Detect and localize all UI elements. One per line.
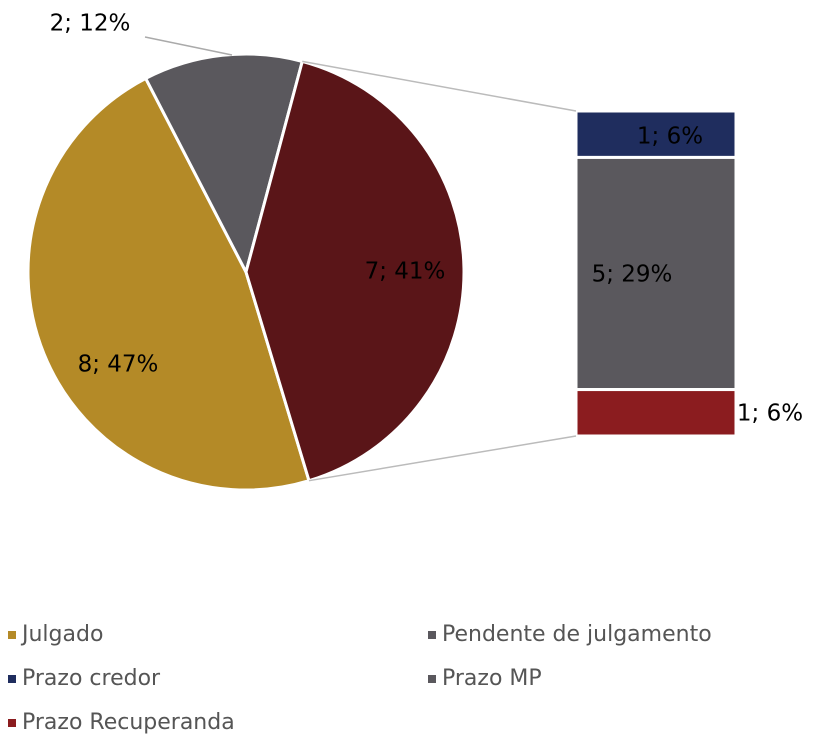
data-label: 1; 6% [737, 401, 803, 427]
legend-marker [428, 675, 436, 683]
legend-marker [8, 675, 16, 683]
legend-label: Prazo credor [22, 666, 161, 691]
legend-label: Pendente de julgamento [442, 622, 712, 647]
legend-marker [428, 631, 436, 639]
connector-line [302, 60, 577, 112]
pie-slice [143, 52, 305, 277]
data-label: 2; 12% [50, 11, 131, 37]
pie-slice [244, 59, 466, 483]
pie-slice [26, 76, 311, 492]
legend-marker [8, 631, 16, 639]
bar-segment [574, 388, 738, 438]
legend-label: Prazo Recuperanda [22, 710, 235, 735]
data-label: 8; 47% [78, 352, 159, 378]
data-label: 7; 41% [365, 259, 446, 285]
legend-label: Julgado [20, 622, 103, 647]
legend-label: Prazo MP [442, 666, 542, 691]
bar-segment [574, 155, 738, 392]
legend-marker [8, 719, 16, 727]
leader-line [144, 36, 233, 56]
data-label: 1; 6% [637, 124, 703, 150]
connector-line [308, 435, 577, 482]
data-label: 5; 29% [592, 262, 673, 288]
